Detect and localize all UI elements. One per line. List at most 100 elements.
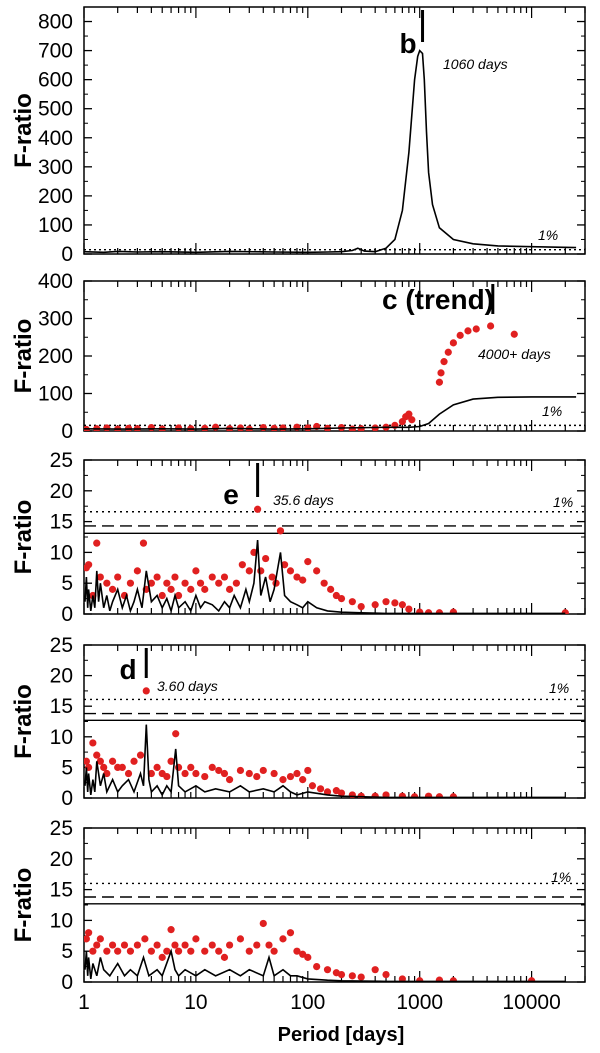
- y-tick-label: 100: [38, 383, 73, 406]
- data-point: [268, 573, 276, 581]
- data-point: [141, 935, 149, 943]
- y-tick-label: 0: [61, 787, 73, 810]
- x-axis-label: Period [days]: [278, 1024, 405, 1046]
- y-tick-label: 15: [50, 511, 73, 534]
- data-point: [174, 591, 183, 600]
- y-tick-label: 700: [38, 40, 73, 63]
- data-point: [270, 769, 278, 778]
- data-point: [174, 947, 183, 955]
- data-point: [253, 941, 261, 949]
- data-point: [371, 966, 379, 974]
- data-point: [196, 579, 205, 587]
- y-tick-label: 10: [50, 726, 73, 749]
- y-tick-label: 10: [50, 541, 73, 564]
- data-point: [103, 947, 111, 955]
- data-point: [181, 941, 189, 949]
- data-point: [163, 579, 171, 587]
- data-point: [225, 776, 234, 784]
- series-line: [84, 724, 566, 798]
- data-point: [96, 573, 104, 581]
- data-point: [313, 567, 321, 575]
- data-point: [192, 567, 200, 575]
- data-point: [147, 769, 155, 778]
- data-point: [456, 331, 464, 339]
- data-point: [299, 776, 307, 784]
- data-point: [382, 791, 390, 798]
- data-point: [279, 424, 287, 431]
- y-tick-label: 400: [38, 127, 73, 150]
- data-point: [253, 772, 261, 781]
- data-point: [232, 579, 240, 587]
- data-point: [172, 730, 180, 738]
- data-point: [126, 947, 135, 955]
- peak-label: 4000+ days: [478, 346, 551, 362]
- significance-label: 1%: [551, 869, 571, 885]
- data-point: [89, 739, 97, 747]
- data-point: [215, 579, 223, 587]
- significance-label: 1%: [549, 680, 569, 696]
- data-point: [382, 598, 390, 606]
- data-point: [486, 322, 495, 330]
- x-tick-label: 10000: [502, 991, 560, 1014]
- y-tick-label: 300: [38, 156, 73, 179]
- y-axis-label: F-ratio: [10, 868, 37, 943]
- data-point: [153, 763, 161, 772]
- x-tick-label: 1: [78, 991, 90, 1014]
- data-point: [96, 757, 104, 765]
- y-tick-label: 400: [38, 270, 73, 293]
- data-point: [308, 782, 317, 790]
- y-tick-label: 5: [61, 940, 73, 963]
- data-point: [280, 561, 289, 569]
- data-point: [259, 766, 267, 775]
- data-point: [382, 971, 390, 979]
- data-point: [181, 769, 189, 778]
- data-point: [93, 539, 101, 547]
- peak-label: 1060 days: [443, 56, 508, 72]
- data-point: [276, 527, 285, 535]
- data-point: [245, 567, 253, 575]
- data-point: [153, 573, 161, 581]
- data-point: [208, 573, 216, 581]
- y-tick-label: 800: [38, 11, 73, 34]
- y-tick-label: 10: [50, 909, 73, 932]
- plot-frame: [83, 459, 586, 615]
- data-point: [286, 929, 295, 937]
- data-point: [398, 975, 406, 982]
- y-axis-label: F-ratio: [10, 319, 37, 394]
- significance-label: 1%: [538, 227, 558, 243]
- data-point: [254, 505, 262, 513]
- data-point: [357, 973, 365, 981]
- y-tick-label: 200: [38, 185, 73, 208]
- data-point: [293, 769, 301, 778]
- data-point: [440, 358, 448, 366]
- data-point: [133, 567, 141, 575]
- data-point: [85, 561, 93, 569]
- data-point: [444, 348, 452, 356]
- data-point: [320, 579, 328, 587]
- data-point: [158, 591, 166, 600]
- data-point: [187, 947, 195, 955]
- data-point: [435, 378, 444, 386]
- data-point: [96, 935, 104, 943]
- data-point: [236, 935, 245, 943]
- data-point: [126, 579, 135, 587]
- data-point: [201, 772, 209, 781]
- y-tick-label: 15: [50, 879, 73, 902]
- data-point: [103, 424, 111, 431]
- data-point: [167, 585, 175, 593]
- data-point: [171, 941, 179, 949]
- data-point: [348, 598, 356, 606]
- data-point: [93, 941, 101, 949]
- y-tick-label: 0: [61, 420, 73, 443]
- data-point: [174, 424, 183, 431]
- planet-label: e: [223, 479, 239, 510]
- data-point: [108, 757, 117, 765]
- y-tick-label: 25: [50, 634, 73, 657]
- y-axis-label: F-ratio: [10, 684, 37, 759]
- data-point: [449, 339, 457, 347]
- data-point: [139, 539, 148, 547]
- data-point: [147, 947, 155, 955]
- data-point: [323, 966, 332, 974]
- data-point: [130, 757, 138, 765]
- data-point: [405, 605, 413, 613]
